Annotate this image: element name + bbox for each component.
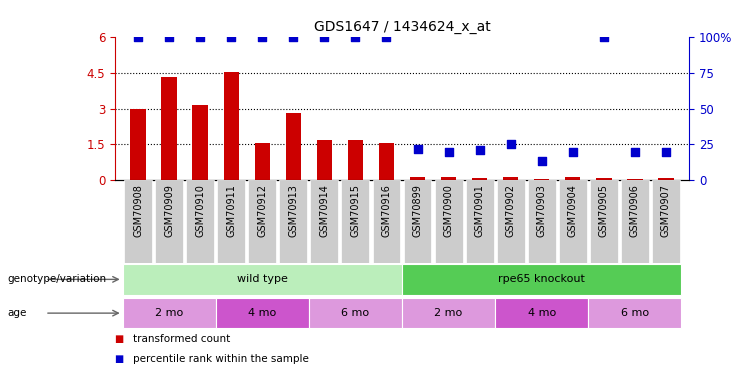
Text: percentile rank within the sample: percentile rank within the sample [133, 354, 309, 364]
Bar [373, 180, 400, 262]
Bar [652, 180, 679, 262]
Bar [348, 140, 363, 180]
Title: GDS1647 / 1434624_x_at: GDS1647 / 1434624_x_at [313, 20, 491, 34]
Text: 4 mo: 4 mo [248, 308, 276, 318]
Bar [503, 177, 519, 180]
Text: GSM70910: GSM70910 [195, 184, 205, 237]
Bar [217, 180, 245, 262]
Text: 4 mo: 4 mo [528, 308, 556, 318]
Bar [596, 178, 611, 180]
Bar [379, 143, 394, 180]
Point [381, 34, 393, 40]
Point [598, 34, 610, 40]
Bar [162, 77, 177, 180]
Bar [309, 298, 402, 328]
Point [194, 34, 206, 40]
Point [132, 34, 144, 40]
Point [411, 146, 423, 152]
Bar [155, 180, 183, 262]
Bar [621, 180, 649, 262]
Text: GSM70901: GSM70901 [474, 184, 485, 237]
Text: ■: ■ [115, 334, 127, 344]
Bar [559, 180, 587, 262]
Bar [496, 180, 525, 262]
Bar [495, 298, 588, 328]
Text: GSM70913: GSM70913 [288, 184, 299, 237]
Bar [224, 72, 239, 180]
Bar [216, 298, 309, 328]
Text: wild type: wild type [237, 274, 288, 284]
Bar [472, 178, 488, 180]
Text: GSM70912: GSM70912 [257, 184, 268, 237]
Bar [255, 143, 270, 180]
Bar [402, 264, 682, 295]
Bar [658, 178, 674, 180]
Bar [410, 177, 425, 180]
Bar [588, 298, 682, 328]
Bar [534, 179, 549, 180]
Bar [316, 140, 332, 180]
Text: age: age [7, 308, 27, 318]
Bar [627, 179, 642, 180]
Point [505, 141, 516, 147]
Text: GSM70915: GSM70915 [350, 184, 360, 237]
Point [629, 148, 641, 154]
Bar [310, 180, 339, 262]
Point [225, 34, 237, 40]
Point [473, 147, 485, 153]
Bar [590, 180, 618, 262]
Text: 6 mo: 6 mo [342, 308, 370, 318]
Bar [130, 109, 146, 180]
Text: 6 mo: 6 mo [621, 308, 649, 318]
Bar [193, 105, 208, 180]
Point [256, 34, 268, 40]
Bar [186, 180, 214, 262]
Text: GSM70907: GSM70907 [661, 184, 671, 237]
Text: GSM70899: GSM70899 [413, 184, 422, 237]
Bar [279, 180, 308, 262]
Point [660, 148, 672, 154]
Point [350, 34, 362, 40]
Text: GSM70905: GSM70905 [599, 184, 609, 237]
Text: GSM70906: GSM70906 [630, 184, 639, 237]
Point [163, 34, 175, 40]
Bar [402, 298, 495, 328]
Bar [342, 180, 370, 262]
Point [319, 34, 330, 40]
Text: 2 mo: 2 mo [434, 308, 462, 318]
Text: transformed count: transformed count [133, 334, 230, 344]
Point [288, 34, 299, 40]
Point [442, 148, 454, 154]
Text: GSM70900: GSM70900 [444, 184, 453, 237]
Text: rpe65 knockout: rpe65 knockout [498, 274, 585, 284]
Bar [465, 180, 494, 262]
Bar [441, 177, 456, 180]
Text: genotype/variation: genotype/variation [7, 274, 107, 284]
Bar [122, 298, 216, 328]
Bar [434, 180, 462, 262]
Text: GSM70902: GSM70902 [505, 184, 516, 237]
Text: 2 mo: 2 mo [155, 308, 183, 318]
Point [536, 159, 548, 165]
Text: GSM70909: GSM70909 [165, 184, 174, 237]
Bar [248, 180, 276, 262]
Bar [124, 180, 152, 262]
Text: GSM70916: GSM70916 [382, 184, 391, 237]
Bar [528, 180, 556, 262]
Text: GSM70903: GSM70903 [536, 184, 547, 237]
Text: GSM70908: GSM70908 [133, 184, 143, 237]
Text: GSM70904: GSM70904 [568, 184, 578, 237]
Bar [565, 177, 580, 180]
Text: ■: ■ [115, 354, 127, 364]
Text: GSM70914: GSM70914 [319, 184, 330, 237]
Text: GSM70911: GSM70911 [226, 184, 236, 237]
Bar [122, 264, 402, 295]
Bar [404, 180, 431, 262]
Bar [285, 114, 301, 180]
Point [567, 148, 579, 154]
